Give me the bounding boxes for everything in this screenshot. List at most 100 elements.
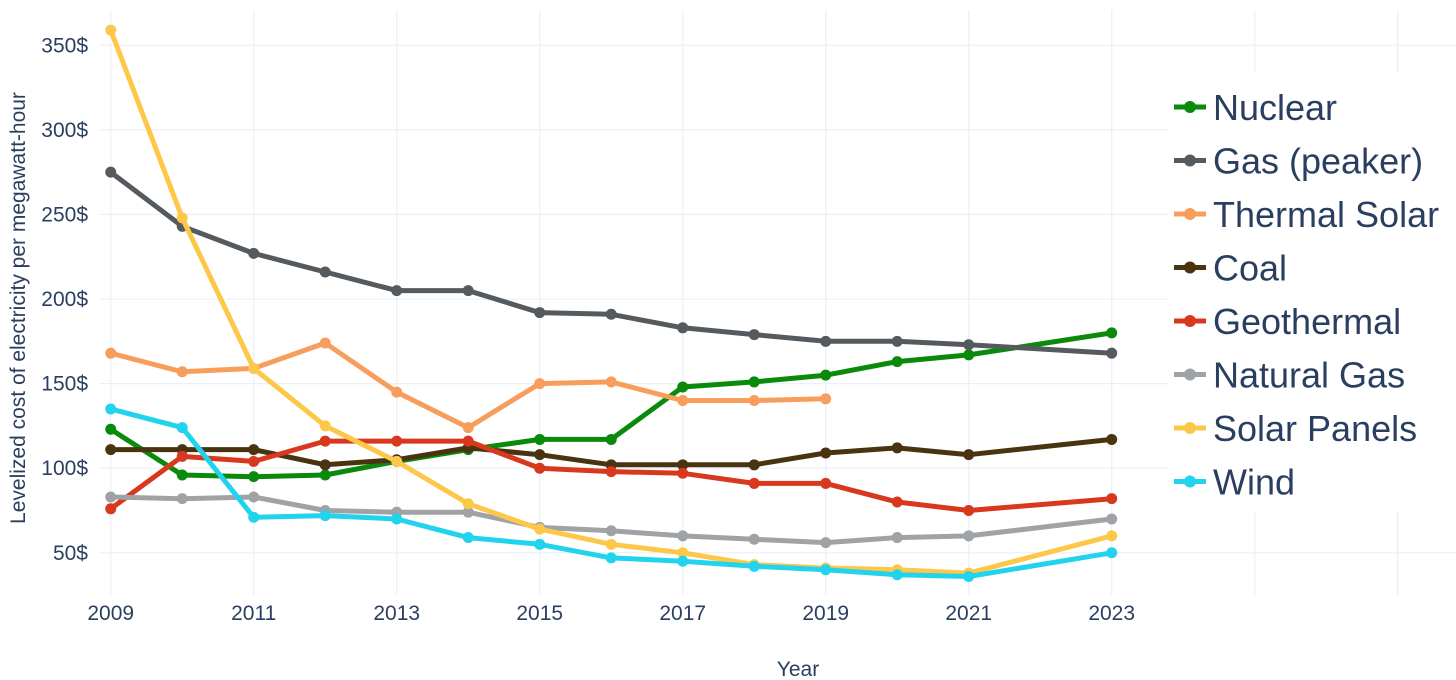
point-thermal-solar-2015 bbox=[534, 378, 546, 390]
series-line-coal bbox=[108, 436, 1115, 468]
point-solar-panels-2014 bbox=[462, 498, 474, 510]
y-tick-label-150: 150$ bbox=[41, 373, 88, 396]
point-wind-2023 bbox=[1106, 547, 1118, 559]
point-nuclear-2019 bbox=[820, 369, 832, 381]
point-solar-panels-2010 bbox=[176, 212, 188, 224]
legend-swatch-marker bbox=[1184, 315, 1196, 327]
point-geothermal-2016 bbox=[605, 466, 617, 478]
point-solar-panels-2017 bbox=[677, 547, 689, 559]
point-thermal-solar-2014 bbox=[462, 422, 474, 434]
point-wind-2020 bbox=[891, 569, 903, 581]
point-coal-2023 bbox=[1106, 433, 1118, 445]
legend-label: Gas (peaker) bbox=[1213, 141, 1423, 182]
point-gas-peaker-2015 bbox=[534, 307, 546, 319]
point-geothermal-2015 bbox=[534, 462, 546, 474]
legend-swatch-marker bbox=[1184, 368, 1196, 381]
point-coal-2021 bbox=[963, 449, 975, 461]
point-natural-gas-2023 bbox=[1106, 513, 1118, 525]
point-nuclear-2010 bbox=[176, 469, 188, 481]
point-nuclear-2009 bbox=[105, 423, 117, 435]
x-tick-label-2023: 2023 bbox=[1088, 602, 1135, 625]
point-natural-gas-2021 bbox=[963, 530, 975, 542]
point-nuclear-2020 bbox=[891, 356, 903, 368]
point-solar-panels-2015 bbox=[534, 523, 546, 535]
point-nuclear-2021 bbox=[963, 349, 975, 361]
point-geothermal-2012 bbox=[319, 435, 331, 447]
point-geothermal-2023 bbox=[1106, 493, 1118, 505]
legend-item-gas-peaker: Gas (peaker) bbox=[1174, 141, 1423, 182]
point-coal-2015 bbox=[534, 449, 546, 461]
legend-item-geothermal: Geothermal bbox=[1174, 301, 1401, 342]
point-thermal-solar-2016 bbox=[605, 376, 617, 388]
point-wind-2019 bbox=[820, 564, 832, 576]
point-natural-gas-2018 bbox=[748, 533, 760, 545]
point-geothermal-2018 bbox=[748, 477, 760, 489]
series-line-wind bbox=[108, 406, 1115, 579]
point-wind-2018 bbox=[748, 560, 760, 572]
x-tick-label-2013: 2013 bbox=[373, 602, 420, 625]
legend-label: Coal bbox=[1213, 248, 1287, 289]
point-natural-gas-2011 bbox=[248, 491, 260, 503]
point-solar-panels-2012 bbox=[319, 420, 331, 432]
point-geothermal-2009 bbox=[105, 503, 117, 515]
y-tick-label-200: 200$ bbox=[41, 288, 88, 311]
point-natural-gas-2010 bbox=[176, 493, 188, 505]
point-solar-panels-2013 bbox=[391, 455, 403, 467]
legend-swatch-marker bbox=[1184, 422, 1196, 434]
point-solar-panels-2023 bbox=[1106, 530, 1118, 542]
point-natural-gas-2016 bbox=[605, 525, 617, 537]
point-coal-2017 bbox=[677, 459, 689, 471]
point-solar-panels-2011 bbox=[248, 362, 260, 374]
legend-label: Geothermal bbox=[1213, 301, 1401, 342]
axis-ticks: 2009 2011 2013 2015 2017 2019 2021 2023 50$ 100$ 1… bbox=[41, 34, 1135, 625]
legend-label: Natural Gas bbox=[1213, 355, 1405, 396]
point-thermal-solar-2009 bbox=[105, 347, 117, 359]
point-coal-2012 bbox=[319, 459, 331, 471]
point-gas-peaker-2018 bbox=[748, 329, 760, 341]
point-wind-2021 bbox=[963, 570, 975, 582]
point-thermal-solar-2012 bbox=[319, 337, 331, 349]
series-line-natural-gas bbox=[108, 494, 1115, 546]
x-tick-label-2011: 2011 bbox=[231, 602, 276, 625]
series-geothermal bbox=[105, 435, 1118, 516]
point-wind-2014 bbox=[462, 532, 474, 544]
point-gas-peaker-2011 bbox=[248, 247, 260, 259]
point-natural-gas-2017 bbox=[677, 530, 689, 542]
point-nuclear-2018 bbox=[748, 376, 760, 388]
legend: Nuclear Gas (peaker) Thermal Solar Coal Geot… bbox=[1174, 87, 1439, 503]
point-wind-2009 bbox=[105, 403, 117, 415]
point-coal-2020 bbox=[891, 442, 903, 454]
legend-swatch-marker bbox=[1184, 208, 1196, 220]
point-gas-peaker-2016 bbox=[605, 308, 617, 320]
y-tick-label-100: 100$ bbox=[41, 457, 88, 480]
legend-swatch-marker bbox=[1184, 261, 1196, 274]
series-lines bbox=[105, 24, 1118, 582]
point-geothermal-2017 bbox=[677, 467, 689, 479]
point-natural-gas-2020 bbox=[891, 532, 903, 544]
point-coal-2019 bbox=[820, 447, 832, 459]
series-line-geothermal bbox=[108, 438, 1115, 513]
legend-item-thermal-solar: Thermal Solar bbox=[1174, 194, 1439, 235]
x-axis-title: Year bbox=[777, 658, 819, 680]
x-tick-label-2015: 2015 bbox=[516, 602, 563, 625]
point-wind-2010 bbox=[176, 422, 188, 434]
point-nuclear-2017 bbox=[677, 381, 689, 393]
legend-label: Wind bbox=[1213, 462, 1295, 503]
series-wind bbox=[105, 403, 1118, 582]
y-axis-title: Levelized cost of electricity per megawa… bbox=[7, 92, 30, 524]
y-tick-label-300: 300$ bbox=[41, 119, 88, 142]
legend-item-wind: Wind bbox=[1174, 462, 1295, 503]
point-wind-2017 bbox=[677, 555, 689, 567]
point-thermal-solar-2010 bbox=[176, 366, 188, 378]
point-wind-2013 bbox=[391, 513, 403, 525]
point-solar-panels-2016 bbox=[605, 538, 617, 550]
y-tick-label-250: 250$ bbox=[41, 203, 88, 226]
point-geothermal-2019 bbox=[820, 477, 832, 489]
point-gas-peaker-2009 bbox=[105, 166, 117, 178]
point-geothermal-2013 bbox=[391, 435, 403, 447]
point-wind-2011 bbox=[248, 511, 260, 523]
series-line-gas-peaker bbox=[108, 169, 1115, 356]
point-gas-peaker-2017 bbox=[677, 322, 689, 334]
point-gas-peaker-2013 bbox=[391, 285, 403, 297]
